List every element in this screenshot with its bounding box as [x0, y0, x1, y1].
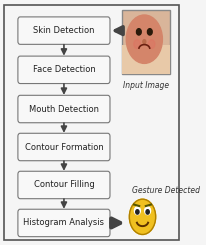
Circle shape: [145, 207, 151, 215]
FancyBboxPatch shape: [18, 56, 110, 84]
Text: Contour Filling: Contour Filling: [34, 181, 94, 189]
Circle shape: [146, 210, 149, 214]
FancyBboxPatch shape: [18, 171, 110, 199]
Circle shape: [143, 40, 146, 44]
Circle shape: [148, 40, 155, 49]
FancyBboxPatch shape: [122, 10, 170, 74]
Circle shape: [147, 29, 152, 35]
Circle shape: [134, 40, 140, 49]
FancyBboxPatch shape: [18, 209, 110, 237]
FancyBboxPatch shape: [18, 17, 110, 44]
Circle shape: [137, 29, 141, 35]
Text: Contour Formation: Contour Formation: [25, 143, 103, 151]
Circle shape: [136, 210, 139, 214]
Circle shape: [135, 207, 140, 215]
Circle shape: [126, 15, 162, 63]
Text: Mouth Detection: Mouth Detection: [29, 105, 99, 113]
Text: Input Image: Input Image: [123, 81, 169, 90]
FancyBboxPatch shape: [122, 45, 170, 74]
Text: Gesture Detected: Gesture Detected: [132, 186, 200, 195]
Text: Skin Detection: Skin Detection: [33, 26, 95, 35]
FancyBboxPatch shape: [18, 133, 110, 161]
Circle shape: [129, 199, 156, 234]
FancyBboxPatch shape: [18, 95, 110, 123]
Text: Face Detection: Face Detection: [33, 65, 95, 74]
Text: Histogram Analysis: Histogram Analysis: [23, 219, 104, 227]
